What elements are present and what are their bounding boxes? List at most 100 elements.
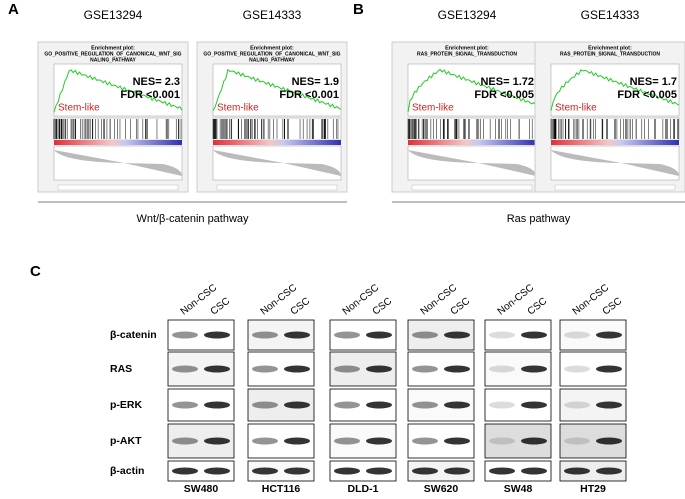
band	[521, 331, 547, 339]
blot-box	[329, 460, 397, 482]
band	[172, 467, 198, 475]
band	[172, 331, 198, 339]
band	[564, 365, 590, 373]
plot-heading: Enrichment plot:	[588, 45, 632, 51]
rank-bar	[551, 140, 679, 145]
phenotype: Stem-like	[58, 103, 100, 114]
protein-label: β-catenin	[110, 329, 157, 341]
ranked-metric	[213, 150, 341, 176]
band	[489, 467, 515, 475]
metric-area	[53, 145, 183, 181]
band	[284, 437, 310, 445]
band	[204, 467, 230, 475]
dataset-title: GSE14333	[581, 8, 640, 22]
panel-label: A	[8, 1, 19, 18]
band	[334, 437, 360, 445]
band	[204, 437, 230, 445]
band	[172, 437, 198, 445]
dataset-title: GSE13294	[438, 8, 497, 22]
band	[366, 467, 392, 475]
band	[564, 437, 590, 445]
panel-label: C	[30, 263, 41, 280]
pathway-label: Ras pathway	[507, 213, 571, 225]
ranked-metric	[551, 150, 679, 176]
fdr: FDR <0.001	[120, 89, 180, 101]
enrichment-curve	[407, 68, 537, 113]
band	[284, 331, 310, 339]
curve-area	[550, 63, 680, 117]
enrichment-curve	[212, 68, 342, 111]
band	[172, 365, 198, 373]
band	[444, 365, 470, 373]
band	[444, 467, 470, 475]
cell-line: SW480	[184, 483, 219, 495]
curve-area	[212, 63, 342, 117]
band	[596, 331, 622, 339]
band	[252, 365, 278, 373]
phenotype: Stem-like	[217, 103, 259, 114]
hits-area	[550, 117, 680, 141]
plot-name: RAS_PROTEIN_SIGNAL_TRANSDUCTION	[417, 51, 517, 57]
band	[412, 331, 438, 339]
band	[284, 401, 310, 409]
band	[366, 437, 392, 445]
plot-heading: Enrichment plot:	[250, 45, 294, 51]
nes: NES= 1.9	[292, 76, 339, 88]
group-label: CSC	[449, 296, 472, 318]
nes: NES= 1.7	[630, 76, 677, 88]
enrichment-curve	[53, 69, 183, 113]
group-label: CSC	[601, 296, 624, 318]
group-label: CSC	[526, 296, 549, 318]
band	[444, 437, 470, 445]
plot-name: RAS_PROTEIN_SIGNAL_TRANSDUCTION	[560, 51, 660, 57]
metric-area	[550, 145, 680, 181]
band	[596, 401, 622, 409]
band	[252, 331, 278, 339]
band	[521, 437, 547, 445]
legend-box	[216, 184, 338, 191]
band	[489, 331, 515, 339]
band	[252, 401, 278, 409]
band	[252, 437, 278, 445]
band	[489, 365, 515, 373]
dataset-title: GSE13294	[84, 8, 143, 22]
cell-line: SW48	[504, 483, 533, 495]
enrichment-curve	[550, 69, 680, 111]
band	[521, 365, 547, 373]
band	[596, 365, 622, 373]
fdr: FDR <0.001	[279, 89, 339, 101]
band	[366, 365, 392, 373]
band	[412, 467, 438, 475]
metric-area	[407, 145, 537, 181]
blot-box	[407, 460, 475, 482]
blot-box	[247, 460, 315, 482]
rank-bar	[213, 140, 341, 145]
protein-label: p-AKT	[110, 435, 142, 447]
panel-label: B	[353, 1, 364, 18]
band	[366, 331, 392, 339]
band	[489, 401, 515, 409]
band	[204, 365, 230, 373]
band	[521, 401, 547, 409]
band	[412, 401, 438, 409]
legend-box	[554, 184, 676, 191]
plot-name: NALING_PATHWAY	[249, 57, 295, 63]
protein-label: β-actin	[110, 465, 144, 477]
dataset-title: GSE14333	[243, 8, 302, 22]
band	[334, 401, 360, 409]
metric-area	[212, 145, 342, 181]
band	[444, 401, 470, 409]
blot-box	[167, 460, 235, 482]
band	[412, 437, 438, 445]
band	[444, 331, 470, 339]
rank-bar	[408, 140, 536, 145]
band	[564, 467, 590, 475]
band	[334, 365, 360, 373]
plot-heading: Enrichment plot:	[445, 45, 489, 51]
band	[284, 365, 310, 373]
group-label: CSC	[289, 296, 312, 318]
fdr: FDR <0.005	[474, 89, 534, 101]
band	[284, 467, 310, 475]
rank-bar	[54, 140, 182, 145]
